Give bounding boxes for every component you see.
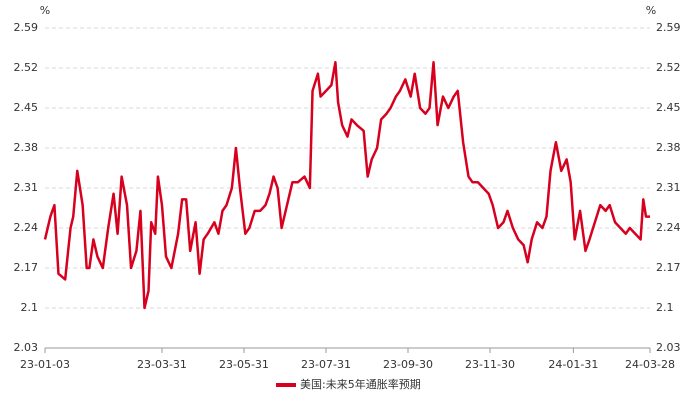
y2-tick-label: 2.24 bbox=[656, 221, 681, 234]
x-tick-label: 23-11-30 bbox=[465, 358, 515, 371]
y-tick-label: 2.31 bbox=[14, 181, 39, 194]
y-tick-label: 2.17 bbox=[14, 261, 39, 274]
y-tick-label: 2.1 bbox=[21, 301, 39, 314]
y2-tick-label: 2.38 bbox=[656, 141, 681, 154]
x-tick-label: 23-03-31 bbox=[137, 358, 187, 371]
y-tick-label: 2.52 bbox=[14, 61, 39, 74]
x-tick-label: 23-07-31 bbox=[301, 358, 351, 371]
y2-tick-label: 2.1 bbox=[656, 301, 674, 314]
y-tick-label: 2.38 bbox=[14, 141, 39, 154]
legend-label: 美国:未来5年通胀率预期 bbox=[300, 377, 421, 391]
x-tick-label: 23-09-30 bbox=[383, 358, 433, 371]
x-tick-label: 23-05-31 bbox=[219, 358, 269, 371]
y-tick-label: 2.03 bbox=[14, 341, 39, 354]
x-tick-label: 24-01-31 bbox=[548, 358, 598, 371]
x-tick-label: 23-01-03 bbox=[20, 358, 70, 371]
y2-tick-label: 2.45 bbox=[656, 101, 681, 114]
y2-tick-label: 2.59 bbox=[656, 21, 681, 34]
y-tick-label: 2.24 bbox=[14, 221, 39, 234]
y-unit: % bbox=[40, 4, 50, 17]
line-series bbox=[43, 61, 650, 310]
x-tick-label: 24-03-28 bbox=[625, 358, 675, 371]
y2-tick-label: 2.17 bbox=[656, 261, 681, 274]
y-tick-label: 2.59 bbox=[14, 21, 39, 34]
y2-unit: % bbox=[646, 4, 656, 17]
y2-tick-label: 2.03 bbox=[656, 341, 681, 354]
y2-tick-label: 2.31 bbox=[656, 181, 681, 194]
y2-tick-label: 2.52 bbox=[656, 61, 681, 74]
y-tick-label: 2.45 bbox=[14, 101, 39, 114]
